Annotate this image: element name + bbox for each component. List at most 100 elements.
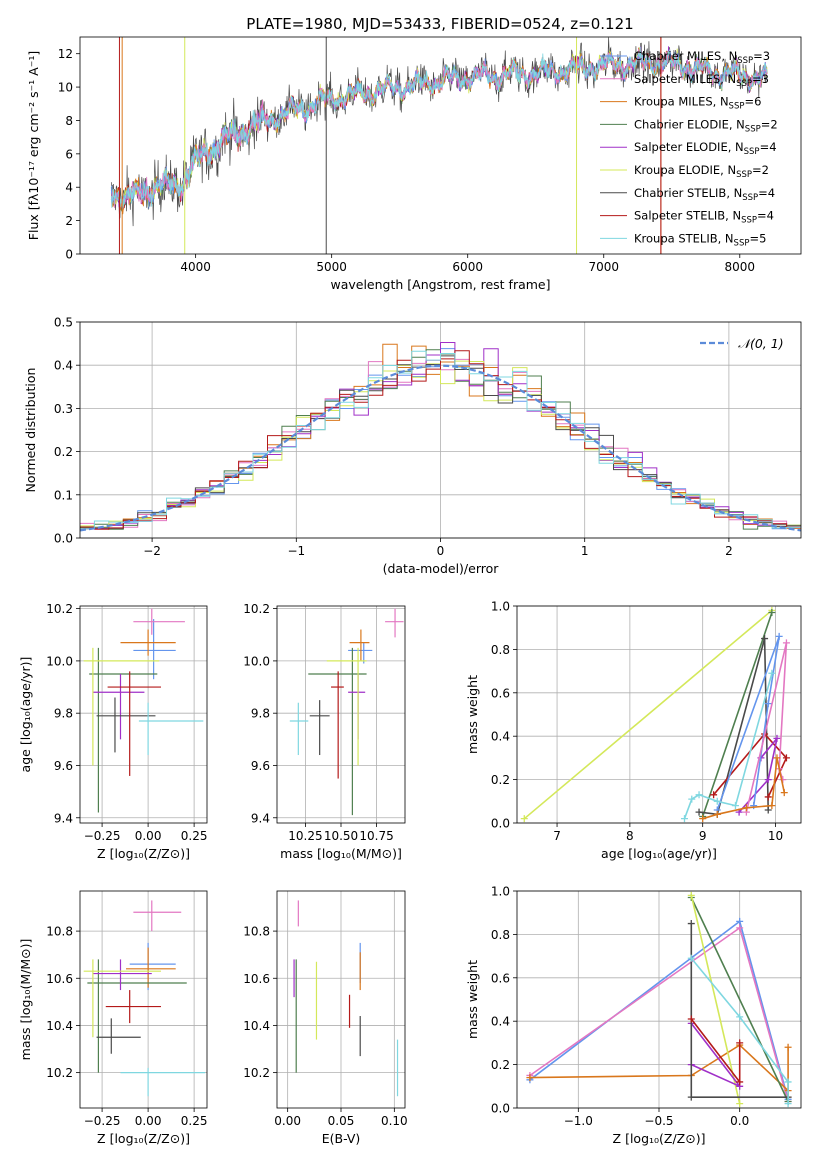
weight-point xyxy=(736,924,744,932)
y-tick-label: 0.6 xyxy=(491,971,510,985)
age_vs_mass-xlabel: mass [log₁₀(M/M⊙)] xyxy=(280,846,402,861)
weight-line-chabrier-miles xyxy=(716,636,780,811)
mass_vs_Z-xlabel: Z [log₁₀(Z/Z⊙)] xyxy=(97,1131,190,1146)
y-tick-label: 9.6 xyxy=(251,759,270,773)
mass_vs_ebv-axes: 0.00 0.05 0.10 10.2 10.4 10.6 10.8 E(B-V) xyxy=(243,890,408,1146)
y-tick-label: 0.0 xyxy=(54,532,73,546)
spectrum-line-kroupa-stelib xyxy=(110,46,768,208)
normal-curve xyxy=(80,364,801,532)
age_vs_Z-axes: −0.25 0.00 0.25 9.4 9.6 9.8 10.0 10.2 Z [log₁₀(Z… xyxy=(18,602,207,861)
weight_vs_age-frame xyxy=(516,605,802,824)
y-tick-label: 10.2 xyxy=(243,602,270,616)
age_vs_mass-axes: 10.25 10.50 10.75 9.4 9.6 9.8 10.0 10.2 mass [lo… xyxy=(243,602,406,861)
weight-point xyxy=(695,791,703,799)
y-tick-label: 0 xyxy=(65,248,73,262)
x-tick-label: 10.75 xyxy=(359,829,393,843)
legend-entry: Chabrier MILES, NSSP=3 xyxy=(634,49,770,66)
y-tick-label: 9.8 xyxy=(54,707,73,721)
y-tick-label: 10.8 xyxy=(243,925,270,939)
weight-point xyxy=(713,810,721,818)
spectrum-plot-area xyxy=(110,37,768,254)
weight-point xyxy=(687,891,695,899)
weight-point xyxy=(784,1078,792,1086)
weight-point xyxy=(742,804,750,812)
y-tick-label: 0.2 xyxy=(491,773,510,787)
y-tick-label: 0.4 xyxy=(491,730,510,744)
legend-entry: Salpeter MILES, NSSP=3 xyxy=(634,72,769,89)
x-tick-label: 0.00 xyxy=(135,1114,162,1128)
weight-point xyxy=(688,795,696,803)
y-tick-label: 0.8 xyxy=(491,643,510,657)
x-tick-label: 10.50 xyxy=(324,829,358,843)
y-tick-label: 9.8 xyxy=(251,707,270,721)
weight-point xyxy=(526,1074,534,1082)
x-tick-label: 7 xyxy=(553,829,561,843)
weight_vs_Z-xlabel: Z [log₁₀(Z/Z⊙)] xyxy=(613,1131,706,1146)
y-tick-label: 2 xyxy=(65,214,73,228)
weight-point xyxy=(680,815,688,823)
y-tick-label: 4 xyxy=(65,181,73,195)
weight-point xyxy=(736,1100,744,1108)
mass_vs_ebv-plot-area xyxy=(293,900,399,1097)
x-tick-label: 0.05 xyxy=(328,1114,355,1128)
spectrum-ylabel: Flux [fλ10⁻¹⁷ erg cm⁻² s⁻¹ A⁻¹] xyxy=(26,51,41,240)
weight-line-kroupa-stelib xyxy=(683,673,773,819)
spectrum-xlabel: wavelength [Angstrom, rest frame] xyxy=(330,277,550,292)
weight-line-kroupa-miles xyxy=(529,1044,789,1098)
residuals-ylabel: Normed distribution xyxy=(23,368,38,493)
x-tick-label: −2 xyxy=(143,544,161,558)
spectrum-legend: Chabrier MILES, NSSP=3 Salpeter MILES, NS… xyxy=(600,49,778,248)
weight-point xyxy=(764,700,772,708)
mass_vs_ebv-xlabel: E(B-V) xyxy=(322,1131,361,1146)
y-tick-label: 0.2 xyxy=(491,1058,510,1072)
x-tick-label: 0.10 xyxy=(381,1114,408,1128)
age_vs_Z-xlabel: Z [log₁₀(Z/Z⊙)] xyxy=(97,846,190,861)
weight-point xyxy=(731,802,739,810)
x-tick-label: 0.00 xyxy=(135,829,162,843)
y-tick-label: 10.8 xyxy=(46,925,73,939)
x-tick-label: 0.25 xyxy=(181,1114,208,1128)
y-tick-label: 1.0 xyxy=(491,600,510,614)
weight_vs_Z-ylabel: mass weight xyxy=(465,960,480,1039)
weight-point xyxy=(773,754,781,762)
y-tick-label: 0.3 xyxy=(54,402,73,416)
weight-point xyxy=(695,808,703,816)
weight-line-salpeter-elodie xyxy=(738,737,778,813)
weight-point xyxy=(710,791,718,799)
x-tick-label: 0.0 xyxy=(730,1114,749,1128)
weight-line-kroupa-elodie xyxy=(690,895,741,1104)
x-tick-label: 5000 xyxy=(316,260,347,274)
weight-point xyxy=(768,609,776,617)
y-tick-label: 12 xyxy=(58,47,73,61)
weight-point xyxy=(699,815,707,823)
y-tick-label: 0.0 xyxy=(491,1102,510,1116)
spectrum-frame xyxy=(79,36,802,255)
y-tick-label: 9.4 xyxy=(251,811,270,825)
weight-point xyxy=(736,1078,744,1086)
x-tick-label: 2 xyxy=(725,544,733,558)
weight-point xyxy=(764,806,772,814)
mass_vs_Z-ylabel: mass [log₁₀(M/M⊙)] xyxy=(18,939,33,1061)
y-tick-label: 10.4 xyxy=(46,1019,73,1033)
weight-point xyxy=(784,1043,792,1051)
weight-point xyxy=(687,1015,695,1023)
weight-point xyxy=(764,793,772,801)
legend-entry: Salpeter ELODIE, NSSP=4 xyxy=(634,140,777,157)
weight-point xyxy=(764,776,772,784)
y-tick-label: 10.6 xyxy=(46,972,73,986)
weight-point xyxy=(520,815,528,823)
weight_vs_age-xlabel: age [log₁₀(age/yr)] xyxy=(601,846,717,861)
legend-entry: Salpeter STELIB, NSSP=4 xyxy=(634,209,774,226)
legend-entry: Kroupa ELODIE, NSSP=2 xyxy=(634,163,769,180)
weight_vs_age-ylabel: mass weight xyxy=(465,675,480,754)
spectrum-axes: 4000 5000 6000 7000 8000 0 2 4 6 8 10 12 wavelength … xyxy=(26,36,802,292)
legend-entry: Kroupa STELIB, NSSP=5 xyxy=(634,231,766,248)
weight-point xyxy=(736,917,744,925)
x-tick-label: −0.5 xyxy=(644,1114,673,1128)
x-tick-label: −0.25 xyxy=(84,1114,121,1128)
y-tick-label: 0.6 xyxy=(491,686,510,700)
y-tick-label: 1.0 xyxy=(491,885,510,899)
y-tick-label: 10.0 xyxy=(243,654,270,668)
y-tick-label: 9.6 xyxy=(54,759,73,773)
